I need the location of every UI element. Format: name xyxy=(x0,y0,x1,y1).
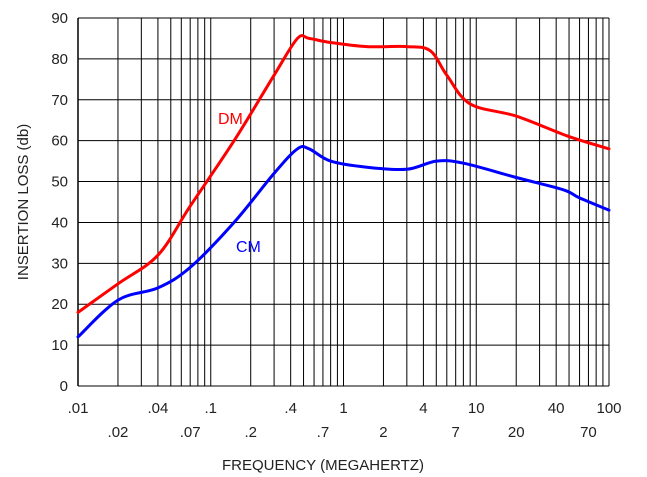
y-tick-label: 40 xyxy=(51,214,68,231)
x-tick-label: .1 xyxy=(204,400,217,417)
x-tick-label: 1 xyxy=(339,400,347,417)
y-tick-label: 50 xyxy=(51,174,68,191)
y-tick-label: 30 xyxy=(51,255,68,272)
x-tick-label: 10 xyxy=(468,400,485,417)
x-tick-label: .07 xyxy=(180,424,201,441)
x-tick-label: .4 xyxy=(284,400,297,417)
x-tick-label: .04 xyxy=(147,400,168,417)
y-tick-label: 0 xyxy=(60,378,68,395)
grid xyxy=(77,17,610,387)
x-axis-title: FREQUENCY (MEGAHERTZ) xyxy=(222,457,424,474)
y-tick-label: 20 xyxy=(51,296,68,313)
x-tick-label: 40 xyxy=(548,400,565,417)
x-tick-label: 4 xyxy=(419,400,427,417)
y-axis-title: INSERTION LOSS (db) xyxy=(15,124,32,280)
series-line-cm xyxy=(76,145,611,339)
labels-layer: 0 10 20 30 40 50 60 70 80 90 .01 .04 .1 .4 1 4 10 40 100 .0… xyxy=(51,10,621,441)
x-tick-label: .02 xyxy=(108,424,129,441)
x-tick-label: 7 xyxy=(452,424,460,441)
series-line-dm xyxy=(76,34,611,314)
y-tick-label: 90 xyxy=(51,10,68,27)
y-tick-label: 10 xyxy=(51,337,68,354)
x-tick-label: 70 xyxy=(580,424,597,441)
series-label-dm: DM xyxy=(218,111,243,128)
y-tick-label: 70 xyxy=(51,92,68,109)
series-layer xyxy=(76,34,611,339)
series-label-cm: CM xyxy=(236,239,261,256)
x-tick-label: 2 xyxy=(379,424,387,441)
y-tick-label: 60 xyxy=(51,133,68,150)
x-tick-label: 20 xyxy=(508,424,525,441)
x-tick-label: .2 xyxy=(244,424,257,441)
x-tick-label: .01 xyxy=(68,400,89,417)
x-tick-label: .7 xyxy=(317,424,330,441)
y-tick-label: 80 xyxy=(51,51,68,68)
x-tick-label: 100 xyxy=(596,400,621,417)
